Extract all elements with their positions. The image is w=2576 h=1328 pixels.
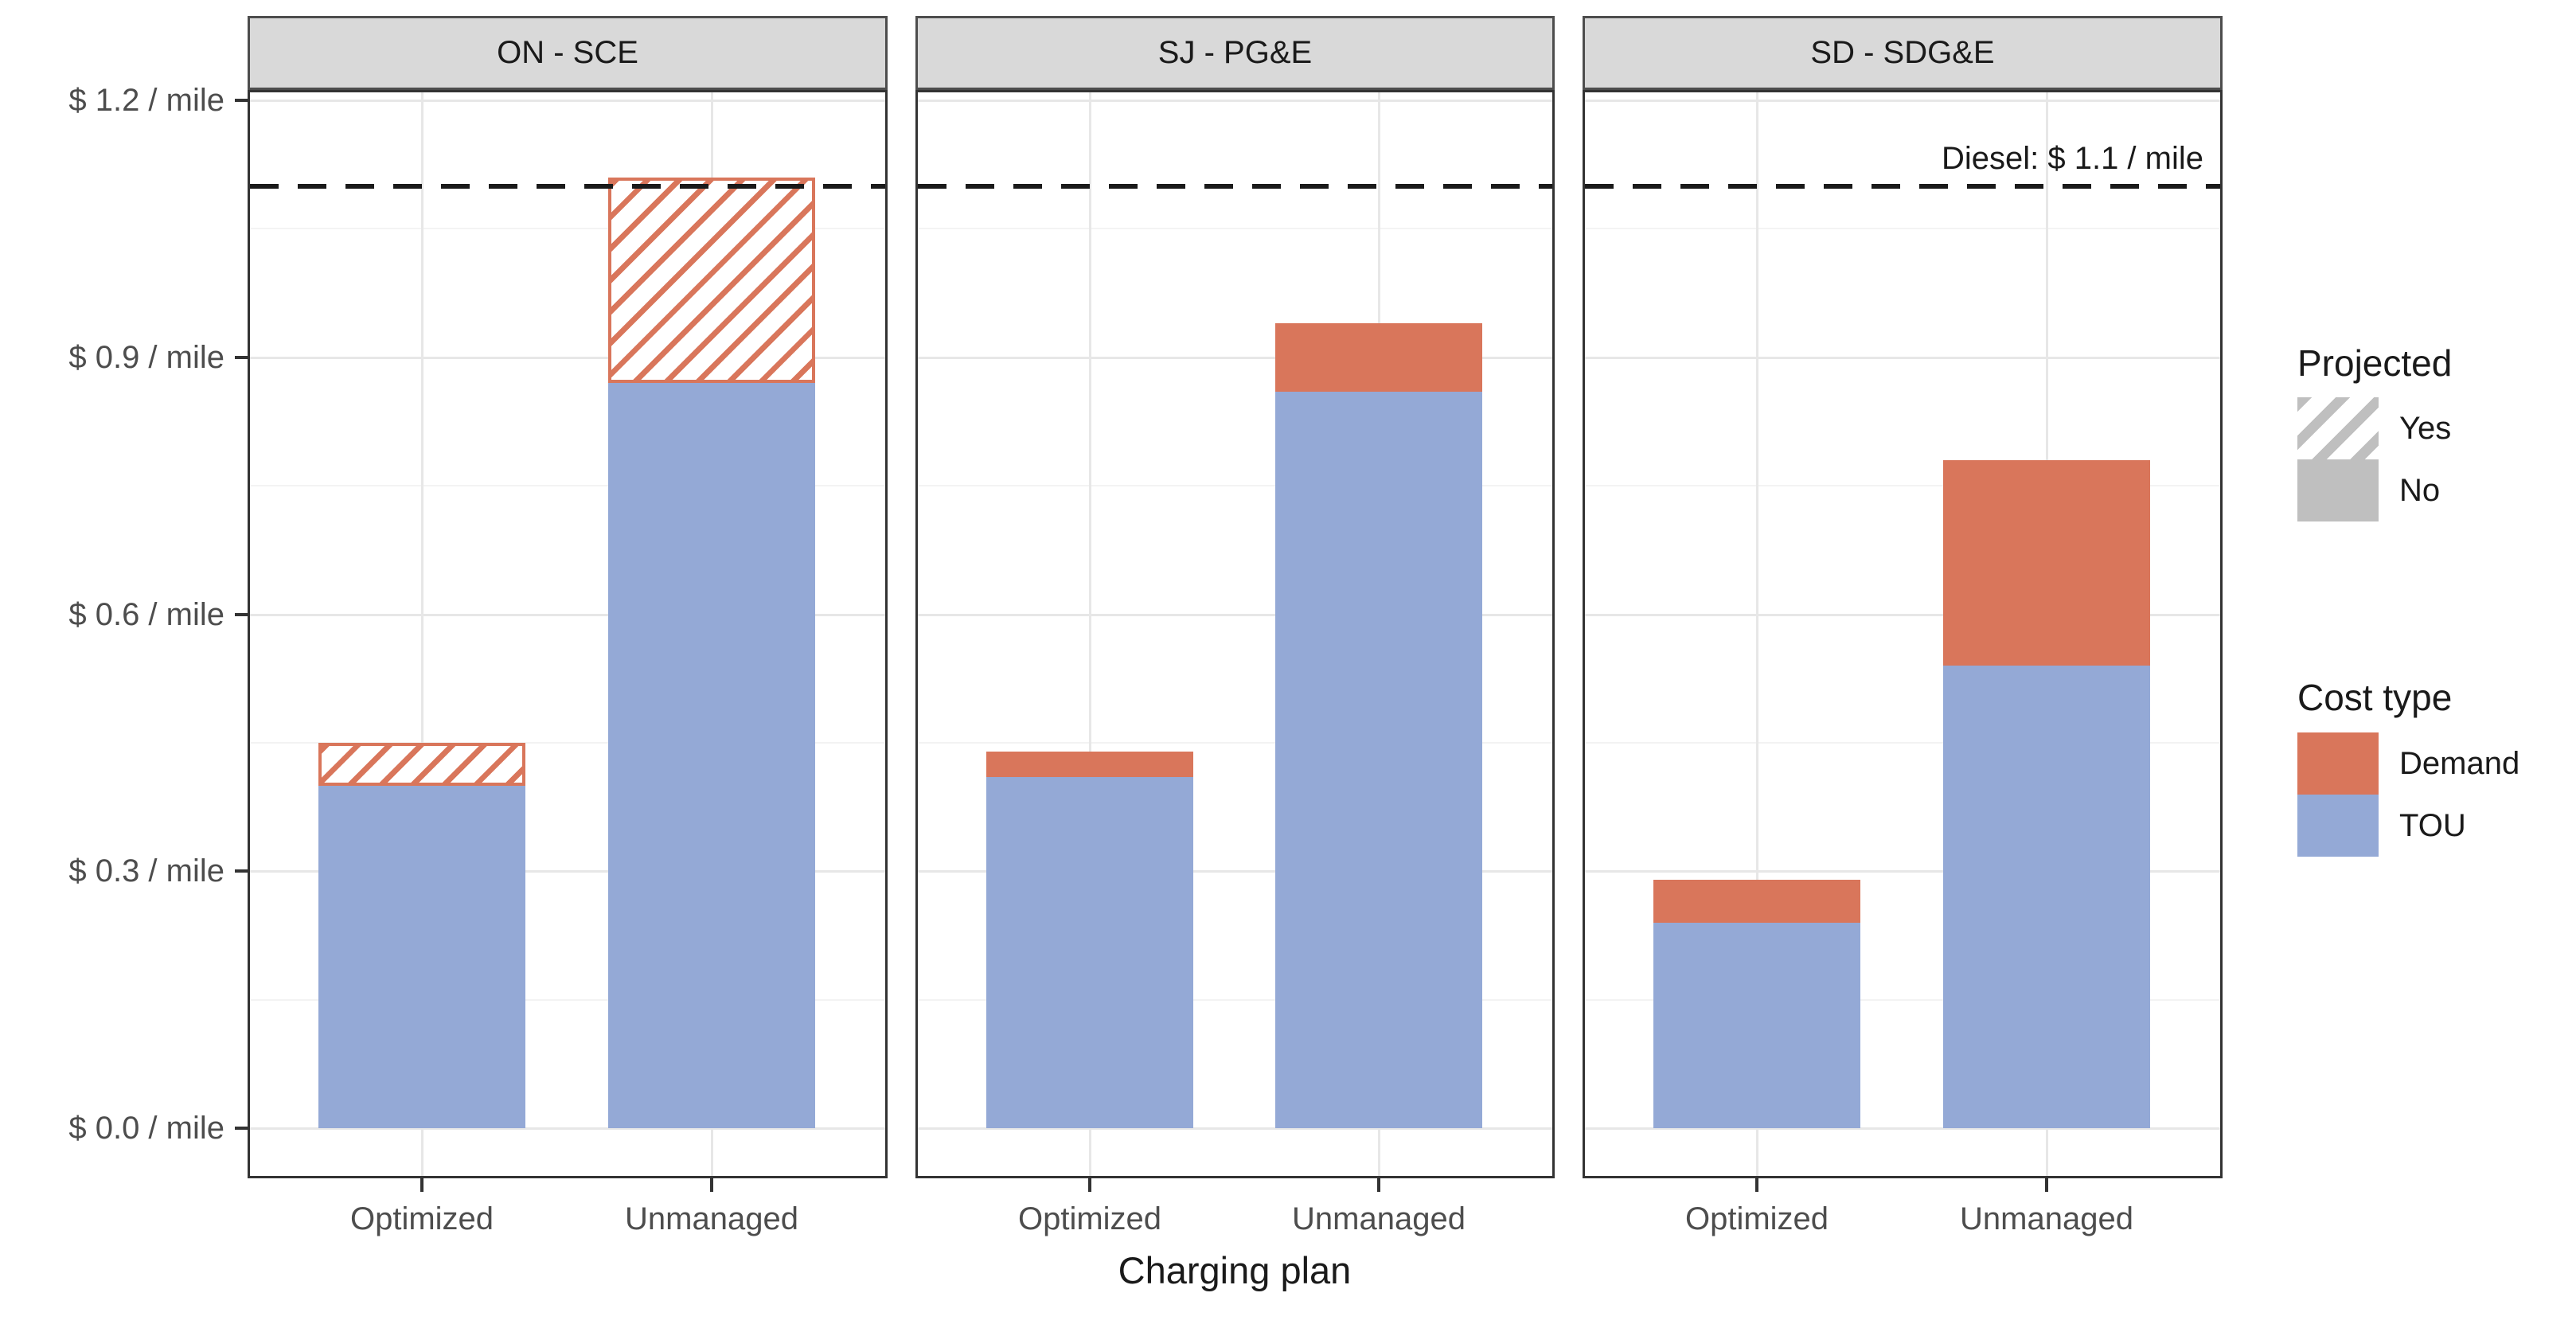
bar-segment-tou [1653, 922, 1860, 1128]
gridline-minor [250, 228, 885, 230]
x-tick-mark [420, 1178, 423, 1192]
gridline-major [250, 356, 885, 359]
facet-panel [915, 90, 1555, 1178]
x-tick-label: Optimized [1017, 1201, 1162, 1236]
gridline-major [918, 100, 1552, 103]
facet-strip: ON - SCE [248, 16, 888, 90]
legend-label-projected-no: No [2399, 473, 2441, 508]
x-tick-label: Optimized [349, 1201, 494, 1236]
gridline-vertical [1756, 92, 1758, 1176]
bar-segment-demand-projected [608, 177, 815, 384]
x-tick-mark [1088, 1178, 1091, 1192]
gridline-major [1585, 100, 2220, 103]
y-tick-label: $ 0.9 / mile [68, 339, 224, 375]
gridline-major [250, 613, 885, 616]
y-tick-label: $ 0.0 / mile [68, 1111, 224, 1146]
bar-segment-tou [986, 776, 1193, 1128]
y-tick-label: $ 0.6 / mile [68, 596, 224, 632]
gridline-minor [918, 998, 1552, 1001]
gridline-major [1585, 613, 2220, 616]
gridline-vertical [421, 92, 423, 1176]
gridline-minor [1585, 998, 2220, 1001]
y-tick-mark [235, 612, 248, 616]
x-axis-title: Charging plan [1118, 1249, 1352, 1291]
bar-segment-demand-projected [318, 742, 525, 786]
x-tick-label: Unmanaged [1292, 1201, 1466, 1236]
diesel-reference-label: Diesel: $ 1.1 / mile [1941, 141, 2203, 176]
gridline-minor [250, 741, 885, 744]
gridline-major [250, 100, 885, 103]
gridline-major [250, 870, 885, 873]
bar-segment-demand [1943, 459, 2150, 666]
y-tick-mark [235, 1127, 248, 1130]
facet-strip: SD - SDG&E [1583, 16, 2223, 90]
x-tick-mark [1377, 1178, 1380, 1192]
facet-panel [248, 90, 888, 1178]
legend-swatch-projected-no [2297, 459, 2379, 521]
legend-swatch-tou [2297, 795, 2379, 857]
gridline-major [918, 356, 1552, 359]
gridline-minor [918, 485, 1552, 487]
gridline-major [1585, 356, 2220, 359]
legend-cost-type-title: Cost type [2297, 677, 2453, 718]
x-tick-mark [2045, 1178, 2048, 1192]
y-tick-label: $ 0.3 / mile [68, 853, 224, 889]
legend-swatch-projected-yes [2297, 397, 2379, 459]
legend-label-demand: Demand [2399, 746, 2520, 781]
legend-label-projected-yes: Yes [2399, 411, 2452, 446]
diesel-reference-line [250, 183, 885, 189]
gridline-major [918, 1127, 1552, 1130]
gridline-major [250, 1127, 885, 1130]
gridline-major [918, 870, 1552, 873]
bar-segment-demand [1653, 880, 1860, 923]
gridline-major [1585, 870, 2220, 873]
legend-swatch-demand [2297, 732, 2379, 795]
bar-segment-tou [608, 383, 815, 1128]
gridline-minor [918, 228, 1552, 230]
bar-segment-demand [986, 751, 1193, 777]
y-tick-mark [235, 99, 248, 103]
facet-strip: SJ - PG&E [915, 16, 1555, 90]
bar-segment-demand [1275, 322, 1482, 392]
gridline-vertical [1089, 92, 1091, 1176]
facet-panel [1583, 90, 2223, 1178]
x-tick-label: Unmanaged [625, 1201, 798, 1236]
y-tick-mark [235, 869, 248, 873]
y-tick-label: $ 1.2 / mile [68, 83, 224, 119]
bar-segment-tou [1275, 391, 1482, 1128]
gridline-minor [1585, 741, 2220, 744]
diesel-reference-line [1585, 183, 2220, 189]
bar-segment-tou [1943, 666, 2150, 1128]
y-tick-mark [235, 355, 248, 359]
gridline-minor [250, 998, 885, 1001]
gridline-major [1585, 1127, 2220, 1130]
x-tick-label: Unmanaged [1960, 1201, 2133, 1236]
diesel-reference-line [918, 183, 1552, 189]
bar-segment-tou [318, 785, 525, 1128]
x-tick-mark [710, 1178, 713, 1192]
legend-label-tou: TOU [2399, 808, 2466, 843]
x-tick-mark [1755, 1178, 1758, 1192]
gridline-minor [918, 741, 1552, 744]
gridline-minor [250, 485, 885, 487]
x-tick-label: Optimized [1684, 1201, 1829, 1236]
gridline-minor [1585, 485, 2220, 487]
gridline-major [918, 613, 1552, 616]
gridline-minor [1585, 228, 2220, 230]
legend-projected-title: Projected [2297, 342, 2453, 384]
